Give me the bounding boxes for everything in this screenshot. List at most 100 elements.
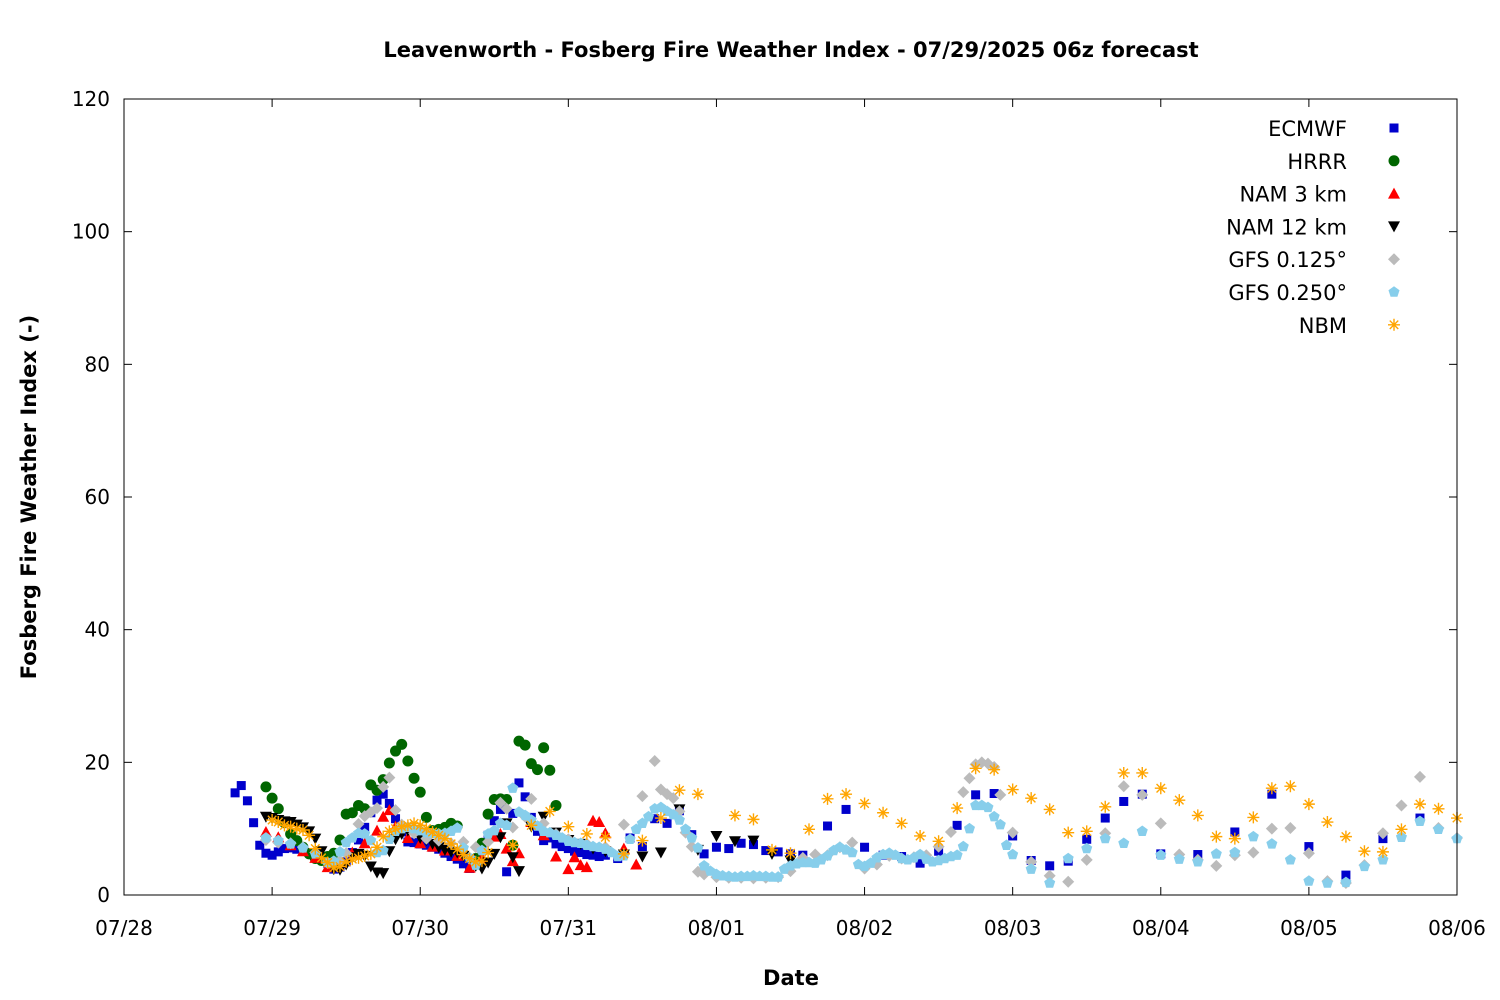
data-point [506,821,519,834]
axis-ticks: 07/28 07/29 07/30 07/31 08/01 08/02 08/03 08/04… [72,87,1486,940]
data-point [994,818,1006,830]
data-point [1210,830,1223,843]
data-point [951,849,963,860]
data-point [1302,847,1315,860]
data-point [944,825,957,838]
data-point [371,802,384,815]
data-point [1376,845,1389,858]
data-point [292,844,302,854]
data-point [568,851,581,863]
data-point [303,829,316,842]
data-point [952,820,962,830]
plot-frame [123,98,1458,896]
data-point [352,851,365,864]
data-point [502,867,512,877]
legend-marker [1388,187,1400,199]
data-point [736,838,746,848]
legend-marker [1388,286,1400,297]
data-point [1082,834,1092,844]
data-point [1395,799,1408,812]
legend-label: HRRR [1287,150,1347,174]
data-point [309,833,322,845]
data-point [272,803,284,815]
data-point [580,861,593,873]
data-point [507,782,519,793]
data-point [914,829,927,842]
data-point [1321,816,1334,829]
data-point [1155,849,1167,860]
data-point [1413,798,1426,811]
y-tick-label: 120 [72,87,110,111]
data-point [506,839,519,852]
data-point [358,837,371,849]
data-point [957,840,969,852]
chart-title: Leavenworth - Fosberg Fire Weather Index… [383,38,1198,62]
data-point [384,798,394,808]
legend-label: GFS 0.125° [1228,248,1347,272]
data-point [1044,877,1056,888]
data-point [821,792,834,805]
data-point [747,813,760,826]
data-point [1154,817,1167,830]
data-point [963,772,976,785]
data-point [334,846,346,857]
data-point [594,852,604,862]
data-point [858,797,871,810]
data-point [673,784,686,797]
data-point [352,818,365,831]
data-point [402,755,414,767]
data-point [396,738,408,750]
data-point [520,792,530,802]
data-point [1284,822,1297,835]
data-point [562,863,575,875]
data-point [1043,869,1056,882]
x-tick-label: 07/29 [243,916,301,940]
legend-marker [1389,123,1399,133]
legend-marker [1388,155,1400,167]
data-point [1117,780,1130,793]
data-point [1377,854,1389,865]
data-point [841,804,851,814]
data-point [1341,870,1351,880]
data-point [512,866,525,878]
data-point [482,846,495,859]
data-point [699,849,709,859]
data-point [519,739,531,751]
data-point [662,818,672,828]
data-point [1006,826,1019,839]
data-point [648,755,661,768]
data-point [582,850,592,860]
data-point [971,790,981,800]
data-point [420,822,433,835]
data-points [230,735,1463,890]
data-point [284,820,297,833]
data-point [364,847,377,860]
data-point [1303,875,1315,886]
data-point [272,834,284,846]
data-point [261,848,271,858]
data-point [1284,854,1296,865]
data-point [915,858,925,868]
data-point [1265,782,1278,795]
data-point [562,820,575,833]
data-point [667,792,680,805]
data-point [823,821,833,831]
data-point [378,789,388,799]
legend: ECMWF HRRR NAM 3 km NAM 12 km GFS 0.125° GFS … [1226,117,1400,338]
data-point [1432,802,1445,815]
data-point [463,861,476,873]
data-point [538,742,550,754]
data-point [359,828,371,839]
data-point [236,781,246,791]
data-point [383,825,396,838]
data-point [531,764,543,776]
data-point [1414,815,1426,827]
data-point [551,839,561,849]
data-point [1229,846,1241,858]
data-point [1395,831,1407,842]
data-point [377,830,390,843]
data-point [1000,839,1013,850]
x-tick-label: 08/02 [836,916,894,940]
data-point [765,843,778,856]
data-point [982,801,994,813]
